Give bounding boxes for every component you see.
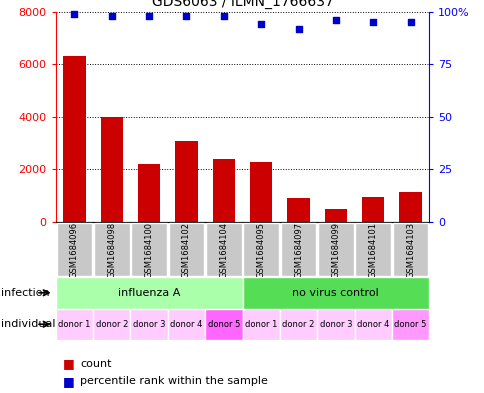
Bar <box>280 223 316 276</box>
Point <box>145 13 153 19</box>
Bar <box>317 309 354 340</box>
Bar <box>279 309 317 340</box>
Bar <box>212 159 235 222</box>
Text: donor 1: donor 1 <box>58 320 91 329</box>
Text: GSM1684098: GSM1684098 <box>107 222 116 277</box>
Point <box>219 13 227 19</box>
Point <box>369 19 377 26</box>
Text: donor 2: donor 2 <box>282 320 314 329</box>
Point <box>406 19 413 26</box>
Bar <box>243 223 278 276</box>
Bar <box>56 277 242 309</box>
Text: infection: infection <box>1 288 50 298</box>
Text: ■: ■ <box>63 375 75 388</box>
Text: GSM1684095: GSM1684095 <box>256 222 265 277</box>
Bar <box>324 209 347 222</box>
Bar <box>93 309 130 340</box>
Bar <box>57 223 92 276</box>
Bar <box>287 198 309 222</box>
Title: GDS6063 / ILMN_1766637: GDS6063 / ILMN_1766637 <box>151 0 333 9</box>
Point <box>331 17 339 23</box>
Text: donor 5: donor 5 <box>207 320 240 329</box>
Text: count: count <box>80 358 111 369</box>
Text: GSM1684104: GSM1684104 <box>219 222 228 277</box>
Text: GSM1684102: GSM1684102 <box>182 222 191 277</box>
Text: GSM1684101: GSM1684101 <box>368 222 377 277</box>
Text: donor 4: donor 4 <box>170 320 202 329</box>
Text: influenza A: influenza A <box>118 288 180 298</box>
Bar <box>56 309 93 340</box>
Point <box>182 13 190 19</box>
Bar <box>318 223 353 276</box>
Bar <box>242 277 428 309</box>
Bar <box>355 223 390 276</box>
Text: individual: individual <box>1 319 56 329</box>
Bar <box>205 309 242 340</box>
Text: no virus control: no virus control <box>292 288 378 298</box>
Bar <box>175 141 197 222</box>
Text: GSM1684097: GSM1684097 <box>293 222 302 277</box>
Bar <box>168 223 204 276</box>
Bar <box>249 162 272 222</box>
Bar <box>130 309 167 340</box>
Text: percentile rank within the sample: percentile rank within the sample <box>80 376 267 386</box>
Point <box>71 11 78 17</box>
Text: ■: ■ <box>63 357 75 370</box>
Text: donor 5: donor 5 <box>393 320 426 329</box>
Text: GSM1684103: GSM1684103 <box>405 222 414 277</box>
Bar <box>137 164 160 222</box>
Text: GSM1684100: GSM1684100 <box>144 222 153 277</box>
Bar <box>391 309 428 340</box>
Bar <box>63 57 86 222</box>
Bar <box>100 117 123 222</box>
Bar <box>361 197 384 222</box>
Point <box>107 13 115 19</box>
Bar <box>398 192 421 222</box>
Point <box>294 26 302 32</box>
Text: GSM1684099: GSM1684099 <box>331 222 340 277</box>
Bar <box>167 309 205 340</box>
Text: donor 3: donor 3 <box>319 320 351 329</box>
Text: donor 4: donor 4 <box>356 320 389 329</box>
Text: GSM1684096: GSM1684096 <box>70 222 79 277</box>
Bar <box>94 223 129 276</box>
Bar <box>131 223 166 276</box>
Bar <box>206 223 241 276</box>
Bar <box>242 309 279 340</box>
Point <box>257 21 265 28</box>
Bar <box>392 223 427 276</box>
Text: donor 2: donor 2 <box>95 320 128 329</box>
Text: donor 3: donor 3 <box>133 320 165 329</box>
Text: donor 1: donor 1 <box>244 320 277 329</box>
Bar <box>354 309 391 340</box>
